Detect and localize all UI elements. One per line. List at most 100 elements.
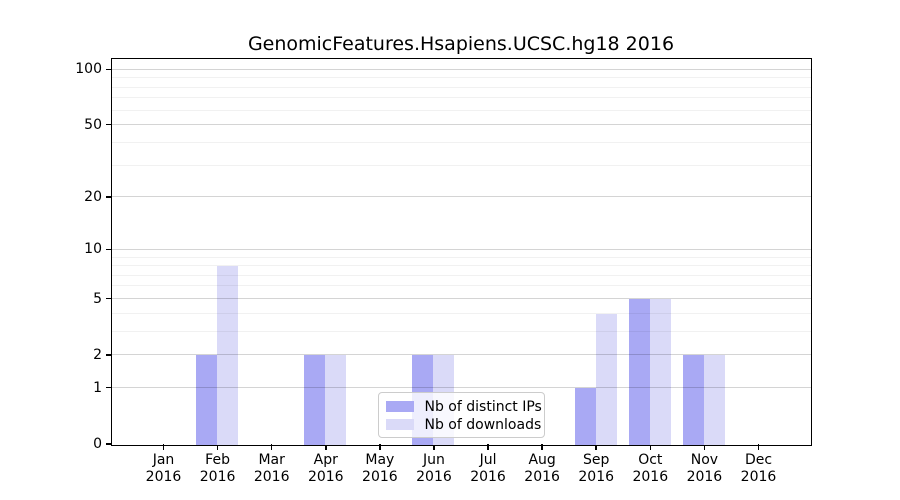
- minor-gridline: [111, 285, 811, 287]
- bar-downloads: [325, 355, 347, 445]
- legend-swatch: [385, 401, 414, 412]
- x-tick: [379, 444, 381, 450]
- legend-item: Nb of distinct IPs: [385, 398, 542, 416]
- x-tick-year: 2016: [686, 469, 723, 485]
- legend-swatch: [385, 419, 414, 430]
- major-gridline: [111, 68, 811, 70]
- x-tick: [433, 444, 435, 450]
- minor-gridline: [111, 109, 811, 111]
- major-gridline: [111, 354, 811, 356]
- x-tick-label: Dec 2016: [728, 452, 788, 486]
- minor-gridline: [111, 86, 811, 88]
- x-tick-year: 2016: [253, 469, 290, 485]
- x-tick: [487, 444, 489, 450]
- x-tick-month: Jul: [479, 452, 497, 468]
- x-tick-label: Jun 2016: [404, 452, 464, 486]
- x-tick-year: 2016: [740, 469, 777, 485]
- x-tick-year: 2016: [416, 469, 452, 485]
- plot-area: Nb of distinct IPs Nb of downloads: [110, 57, 812, 446]
- y-tick: [106, 68, 112, 70]
- x-tick-month: Mar: [258, 452, 285, 468]
- x-tick-month: Aug: [528, 452, 556, 468]
- x-tick-month: Sep: [583, 452, 610, 468]
- x-tick-month: Nov: [690, 452, 719, 468]
- x-tick: [649, 444, 652, 450]
- bar-downloads: [703, 355, 725, 445]
- bar-distinct-ips: [628, 299, 650, 445]
- major-gridline: [111, 387, 811, 389]
- x-tick-year: 2016: [632, 469, 669, 485]
- x-tick-label: Nov 2016: [674, 452, 734, 486]
- y-tick: [106, 354, 112, 356]
- x-tick-year: 2016: [145, 469, 182, 485]
- x-tick-year: 2016: [578, 469, 615, 485]
- x-tick: [162, 444, 165, 450]
- x-tick-month: Jun: [423, 452, 445, 468]
- minor-gridline: [111, 77, 811, 79]
- minor-gridline: [111, 256, 811, 258]
- y-tick-label: 100: [75, 61, 102, 78]
- legend-item: Nb of downloads: [385, 416, 541, 434]
- x-tick: [703, 444, 706, 450]
- minor-gridline: [111, 330, 811, 332]
- x-tick-month: Jan: [152, 452, 175, 468]
- y-tick-label: 1: [93, 379, 102, 396]
- bar-distinct-ips: [682, 355, 704, 445]
- minor-gridline: [111, 265, 811, 267]
- y-tick: [106, 443, 112, 445]
- x-tick-label: Aug 2016: [512, 452, 572, 486]
- x-tick-year: 2016: [307, 469, 344, 485]
- x-tick-month: Dec: [744, 452, 773, 468]
- minor-gridline: [111, 141, 811, 143]
- x-tick-label: May 2016: [350, 452, 410, 486]
- x-tick-month: Apr: [313, 452, 338, 468]
- major-gridline: [111, 196, 811, 198]
- y-tick-label: 50: [84, 116, 102, 133]
- x-tick-year: 2016: [362, 469, 398, 485]
- minor-gridline: [111, 97, 811, 99]
- minor-gridline: [111, 274, 811, 276]
- x-tick: [541, 444, 543, 450]
- y-tick: [106, 123, 112, 126]
- x-tick: [270, 444, 273, 450]
- y-tick-label: 5: [93, 290, 102, 307]
- x-tick: [325, 444, 327, 450]
- y-tick: [106, 297, 112, 300]
- x-tick-month: Feb: [205, 452, 230, 468]
- x-tick-label: Sep 2016: [566, 452, 626, 486]
- y-tick: [106, 196, 112, 198]
- minor-gridline: [111, 312, 811, 314]
- legend: Nb of distinct IPs Nb of downloads: [377, 391, 545, 438]
- x-tick-label: Jul 2016: [458, 452, 518, 486]
- legend-label: Nb of distinct IPs: [424, 398, 542, 415]
- x-tick-label: Feb 2016: [188, 452, 248, 486]
- x-tick-label: Oct 2016: [620, 452, 680, 486]
- x-tick-label: Mar 2016: [242, 452, 302, 486]
- chart-title: GenomicFeatures.Hsapiens.UCSC.hg18 2016: [247, 33, 675, 55]
- x-tick: [216, 444, 219, 450]
- x-tick-month: May: [365, 452, 395, 468]
- x-tick-month: Oct: [638, 452, 663, 468]
- x-tick: [757, 444, 760, 450]
- x-tick-label: Apr 2016: [296, 452, 356, 486]
- y-tick: [106, 248, 112, 251]
- y-tick-label: 10: [84, 241, 102, 258]
- x-tick-year: 2016: [524, 469, 560, 485]
- x-tick-year: 2016: [199, 469, 236, 485]
- legend-label: Nb of downloads: [424, 416, 542, 433]
- y-tick-label: 0: [93, 436, 102, 452]
- y-tick-label: 2: [93, 346, 102, 363]
- x-tick: [595, 444, 597, 450]
- x-tick-year: 2016: [470, 469, 506, 485]
- bar-distinct-ips: [304, 355, 326, 445]
- major-gridline: [111, 248, 811, 250]
- bar-distinct-ips: [196, 355, 218, 445]
- y-tick: [106, 386, 112, 389]
- x-tick-label: Jan 2016: [134, 452, 194, 486]
- y-tick-label: 20: [84, 188, 102, 205]
- major-gridline: [111, 124, 811, 126]
- minor-gridline: [111, 164, 811, 166]
- major-gridline: [111, 298, 811, 299]
- bar-downloads: [595, 313, 617, 445]
